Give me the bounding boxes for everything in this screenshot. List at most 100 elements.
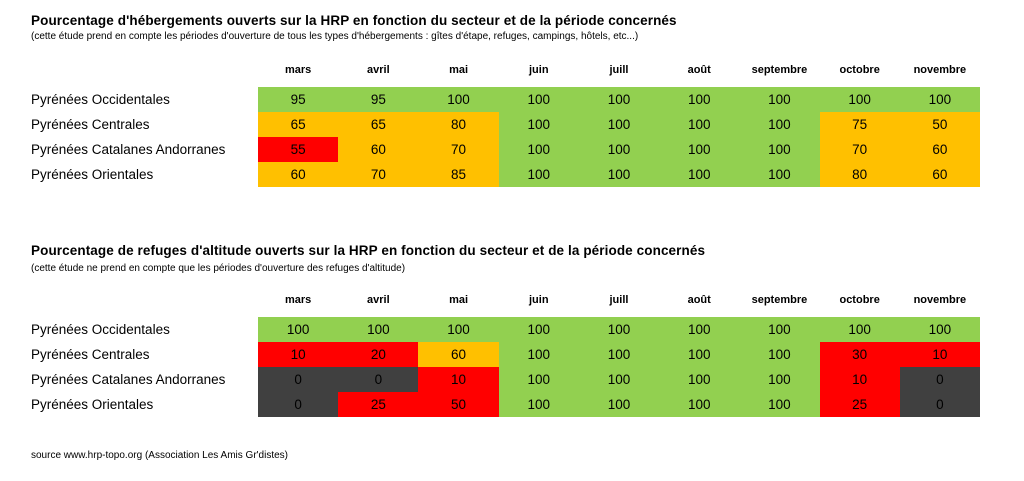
heatmap-cell: 100: [899, 87, 980, 112]
heatmap-cell: 100: [498, 137, 579, 162]
heatmap-cell: 0: [899, 367, 980, 392]
heatmap-cell: 100: [258, 317, 339, 342]
corner-spacer: [31, 293, 258, 317]
column-header-month: octobre: [839, 294, 880, 306]
heatmap-cell: 75: [819, 112, 900, 137]
column-header-month: août: [687, 294, 711, 306]
source-credit: source www.hrp-topo.org (Association Les…: [31, 450, 289, 461]
heatmap-cell: 100: [578, 87, 660, 112]
heatmap-cell: 100: [659, 367, 740, 392]
column-header-month: juin: [528, 64, 549, 76]
corner-spacer: [31, 63, 258, 87]
heatmap-cell: 95: [338, 87, 419, 112]
heatmap-cell: 100: [498, 87, 579, 112]
row-label-sector: Pyrénées Orientales: [31, 397, 154, 412]
heatmap-cell: 50: [899, 112, 980, 137]
heatmap-cell: 100: [739, 342, 820, 367]
heatmap-cell: 0: [338, 367, 419, 392]
heatmap-cell: 60: [338, 137, 419, 162]
row-label-sector: Pyrénées Occidentales: [31, 92, 170, 107]
table1-title: Pourcentage d'hébergements ouverts sur l…: [31, 13, 677, 28]
heatmap-cell: 25: [819, 392, 900, 417]
heatmap-cell: 100: [578, 317, 660, 342]
heatmap-cell: 100: [659, 317, 740, 342]
column-header-month: juin: [528, 294, 549, 306]
heatmap-cell: 100: [659, 87, 740, 112]
heatmap-cell: 100: [498, 112, 579, 137]
column-header-month: septembre: [751, 64, 808, 76]
heatmap-cell: 80: [819, 162, 900, 187]
row-label-sector: Pyrénées Catalanes Andorranes: [31, 372, 226, 387]
heatmap-cell: 100: [739, 392, 820, 417]
row-label-sector: Pyrénées Centrales: [31, 347, 150, 362]
column-header-month: novembre: [913, 294, 967, 306]
heatmap-cell: 60: [418, 342, 499, 367]
heatmap-cell: 100: [739, 162, 820, 187]
column-header-month: octobre: [839, 64, 880, 76]
heatmap-cell: 100: [498, 317, 579, 342]
row-label-sector: Pyrénées Orientales: [31, 167, 154, 182]
heatmap-cell: 100: [659, 137, 740, 162]
heatmap-cell: 30: [819, 342, 900, 367]
heatmap-cell: 100: [578, 342, 660, 367]
heatmap-cell: 10: [418, 367, 499, 392]
table2-heatmap: mars avril mai juin juill août septembre octobr…: [31, 293, 980, 417]
heatmap-cell: 95: [258, 87, 339, 112]
heatmap-cell: 100: [819, 317, 900, 342]
row-label-sector: Pyrénées Occidentales: [31, 322, 170, 337]
heatmap-cell: 100: [418, 317, 499, 342]
heatmap-cell: 20: [338, 342, 419, 367]
heatmap-cell: 100: [659, 162, 740, 187]
heatmap-cell: 100: [338, 317, 419, 342]
heatmap-cell: 10: [819, 367, 900, 392]
table2-title: Pourcentage de refuges d'altitude ouvert…: [31, 243, 706, 258]
heatmap-cell: 100: [659, 392, 740, 417]
heatmap-cell: 100: [578, 162, 660, 187]
heatmap-cell: 10: [258, 342, 339, 367]
row-label-sector: Pyrénées Catalanes Andorranes: [31, 142, 226, 157]
column-header-month: avril: [367, 294, 390, 306]
column-header-month: juill: [609, 64, 629, 76]
heatmap-cell: 100: [659, 342, 740, 367]
heatmap-cell: 100: [899, 317, 980, 342]
column-header-month: juill: [609, 294, 629, 306]
column-header-month: août: [687, 64, 711, 76]
heatmap-cell: 50: [418, 392, 499, 417]
heatmap-cell: 100: [578, 392, 660, 417]
row-label-sector: Pyrénées Centrales: [31, 117, 150, 132]
column-header-month: novembre: [913, 64, 967, 76]
heatmap-cell: 60: [258, 162, 339, 187]
heatmap-cell: 100: [418, 87, 499, 112]
heatmap-cell: 70: [338, 162, 419, 187]
heatmap-cell: 100: [498, 162, 579, 187]
heatmap-cell: 70: [819, 137, 900, 162]
heatmap-cell: 85: [418, 162, 499, 187]
table1-subtitle: (cette étude prend en compte les période…: [31, 31, 639, 42]
heatmap-cell: 60: [899, 162, 980, 187]
column-header-month: mai: [449, 64, 469, 76]
heatmap-cell: 100: [578, 367, 660, 392]
heatmap-cell: 10: [899, 342, 980, 367]
heatmap-cell: 0: [258, 392, 339, 417]
column-header-month: septembre: [751, 294, 808, 306]
heatmap-cell: 65: [338, 112, 419, 137]
heatmap-cell: 100: [739, 317, 820, 342]
heatmap-cell: 55: [258, 137, 339, 162]
heatmap-cell: 100: [739, 137, 820, 162]
heatmap-cell: 25: [338, 392, 419, 417]
heatmap-cell: 100: [498, 342, 579, 367]
heatmap-cell: 100: [578, 137, 660, 162]
heatmap-cell: 100: [819, 87, 900, 112]
column-header-month: mars: [284, 64, 312, 76]
column-header-month: mai: [449, 294, 469, 306]
table1-heatmap: mars avril mai juin juill août septembre octobr…: [31, 63, 980, 187]
heatmap-cell: 100: [659, 112, 740, 137]
heatmap-cell: 100: [498, 392, 579, 417]
table2-subtitle: (cette étude ne prend en compte que les …: [31, 263, 406, 274]
heatmap-cell: 0: [899, 392, 980, 417]
heatmap-cell: 80: [418, 112, 499, 137]
heatmap-cell: 100: [739, 87, 820, 112]
heatmap-cell: 100: [739, 112, 820, 137]
heatmap-cell: 60: [899, 137, 980, 162]
